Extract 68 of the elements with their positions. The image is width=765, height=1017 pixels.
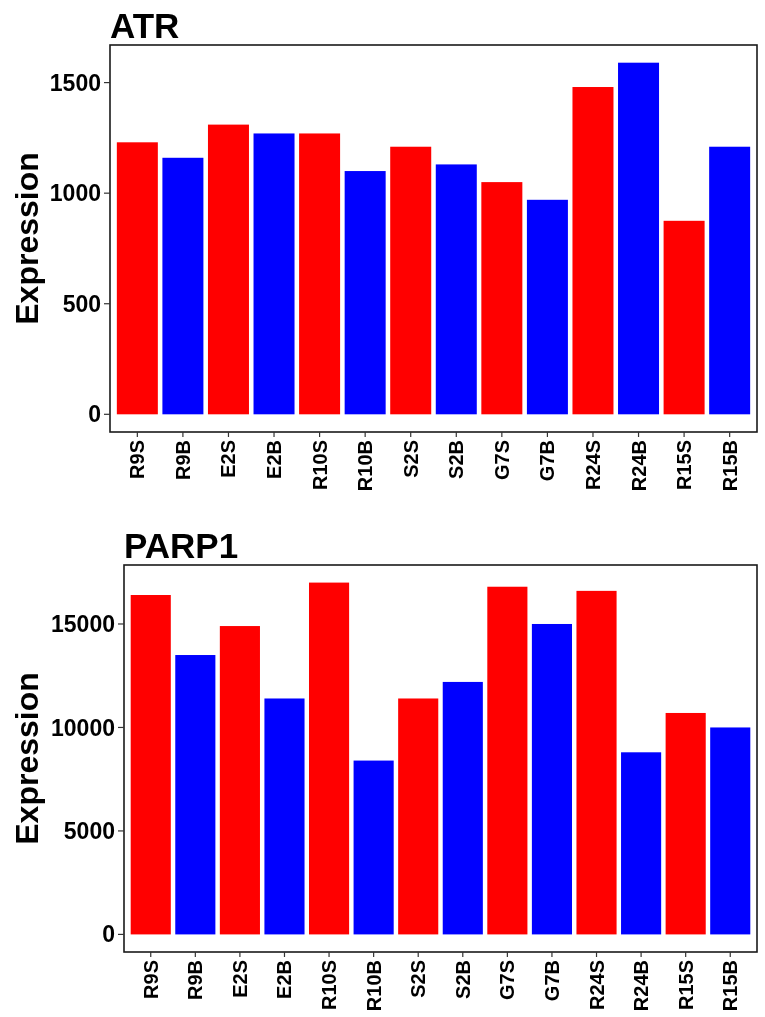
y-tick-label: 10000 — [51, 714, 115, 741]
x-tick-label: R24B — [630, 960, 653, 1012]
y-tick-label: 0 — [88, 401, 101, 428]
bar — [710, 727, 751, 935]
y-tick-label: 15000 — [51, 611, 115, 638]
bar — [487, 586, 528, 935]
y-tick-label: 0 — [102, 921, 115, 948]
x-tick-label: E2S — [228, 960, 251, 998]
x-tick-label: E2S — [217, 440, 240, 478]
bar — [253, 133, 295, 415]
x-tick-label: E2B — [273, 960, 296, 999]
bar — [531, 623, 572, 935]
bar — [576, 590, 617, 935]
x-tick-label: S2B — [451, 960, 474, 999]
x-tick-label: R9B — [184, 960, 207, 1001]
x-tick-label: R10S — [318, 960, 341, 1011]
y-axis-title: Expression — [9, 152, 45, 325]
bar — [309, 582, 350, 935]
x-tick-label: R24B — [627, 440, 650, 492]
x-tick-label: R24S — [585, 960, 608, 1011]
x-tick-label: R9B — [171, 440, 194, 481]
x-tick-label: R15B — [719, 960, 742, 1012]
bar — [526, 199, 568, 415]
x-tick-label: E2B — [263, 440, 286, 479]
bar — [162, 157, 204, 415]
bar — [663, 220, 705, 415]
y-axis-title: Expression — [9, 672, 45, 845]
x-tick-label: R10B — [354, 440, 377, 492]
bar — [299, 133, 341, 415]
bar — [353, 760, 394, 935]
chart-title: ATR — [110, 6, 180, 45]
x-tick-label: R24S — [581, 440, 604, 491]
x-tick-label: G7S — [490, 440, 513, 481]
y-tick-label: 1000 — [49, 180, 101, 207]
bar — [442, 681, 483, 935]
y-tick-label: 5000 — [63, 817, 115, 844]
x-tick-label: S2S — [399, 440, 422, 478]
x-tick-label: R15S — [673, 440, 696, 491]
y-tick-label: 500 — [62, 290, 101, 317]
bar — [398, 698, 439, 935]
x-tick-label: S2B — [445, 440, 468, 479]
bar — [344, 171, 386, 415]
x-tick-label: R10B — [362, 960, 385, 1012]
x-tick-label: R9S — [126, 440, 149, 479]
bar — [219, 626, 260, 935]
bar — [116, 142, 158, 415]
bar — [618, 62, 660, 415]
x-tick-label: G7B — [536, 440, 559, 482]
y-tick-label: 1500 — [49, 69, 101, 96]
x-tick-label: G7S — [496, 960, 519, 1001]
bar — [390, 146, 432, 415]
bar — [572, 87, 614, 415]
bar — [481, 182, 523, 415]
x-tick-label: R9S — [139, 960, 162, 999]
x-tick-label: R10S — [308, 440, 331, 491]
bar — [264, 698, 305, 935]
bar — [665, 712, 706, 935]
x-tick-label: G7B — [540, 960, 563, 1002]
x-tick-label: R15S — [674, 960, 697, 1011]
x-tick-label: S2S — [407, 960, 430, 998]
bar — [207, 124, 249, 415]
bar — [130, 595, 171, 935]
chart-title: PARP1 — [124, 526, 239, 565]
bar — [435, 164, 477, 415]
bar — [709, 146, 751, 415]
bar — [175, 655, 216, 935]
bar — [621, 752, 662, 935]
x-tick-label: R15B — [718, 440, 741, 492]
